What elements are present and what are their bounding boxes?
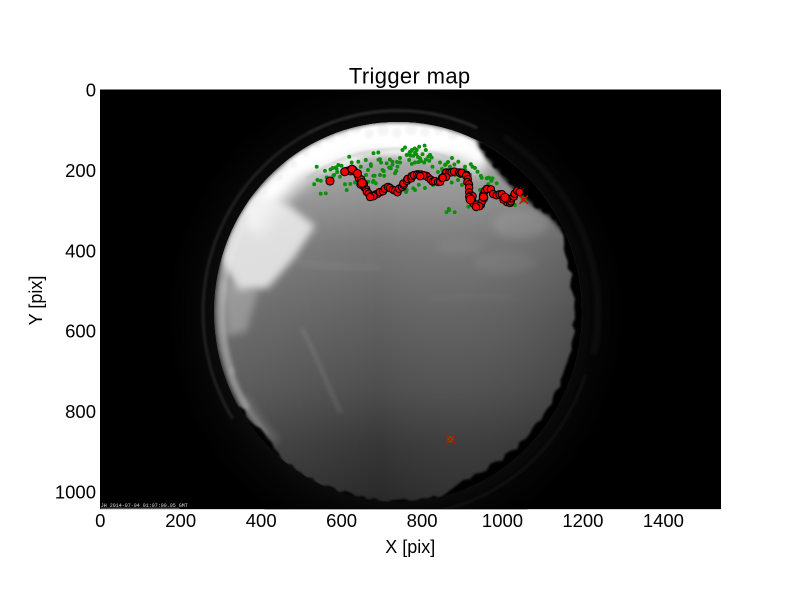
svg-text:400: 400 — [246, 510, 277, 531]
svg-text:200: 200 — [165, 510, 196, 531]
svg-text:0: 0 — [95, 510, 105, 531]
svg-text:200: 200 — [65, 160, 96, 181]
svg-text:JH 2014-07-04 01:07:00.05 GMT: JH 2014-07-04 01:07:00.05 GMT — [101, 503, 188, 509]
svg-text:400: 400 — [65, 240, 96, 261]
svg-text:600: 600 — [65, 321, 96, 342]
svg-text:800: 800 — [65, 401, 96, 422]
svg-text:X [pix]: X [pix] — [385, 537, 435, 557]
svg-text:1000: 1000 — [482, 510, 523, 531]
svg-text:Y [pix]: Y [pix] — [26, 276, 46, 326]
svg-text:Trigger map: Trigger map — [349, 64, 471, 89]
svg-text:1200: 1200 — [562, 510, 603, 531]
svg-text:1000: 1000 — [55, 482, 96, 503]
svg-text:800: 800 — [407, 510, 438, 531]
svg-text:600: 600 — [326, 510, 357, 531]
svg-text:0: 0 — [86, 79, 96, 100]
svg-text:1400: 1400 — [643, 510, 684, 531]
